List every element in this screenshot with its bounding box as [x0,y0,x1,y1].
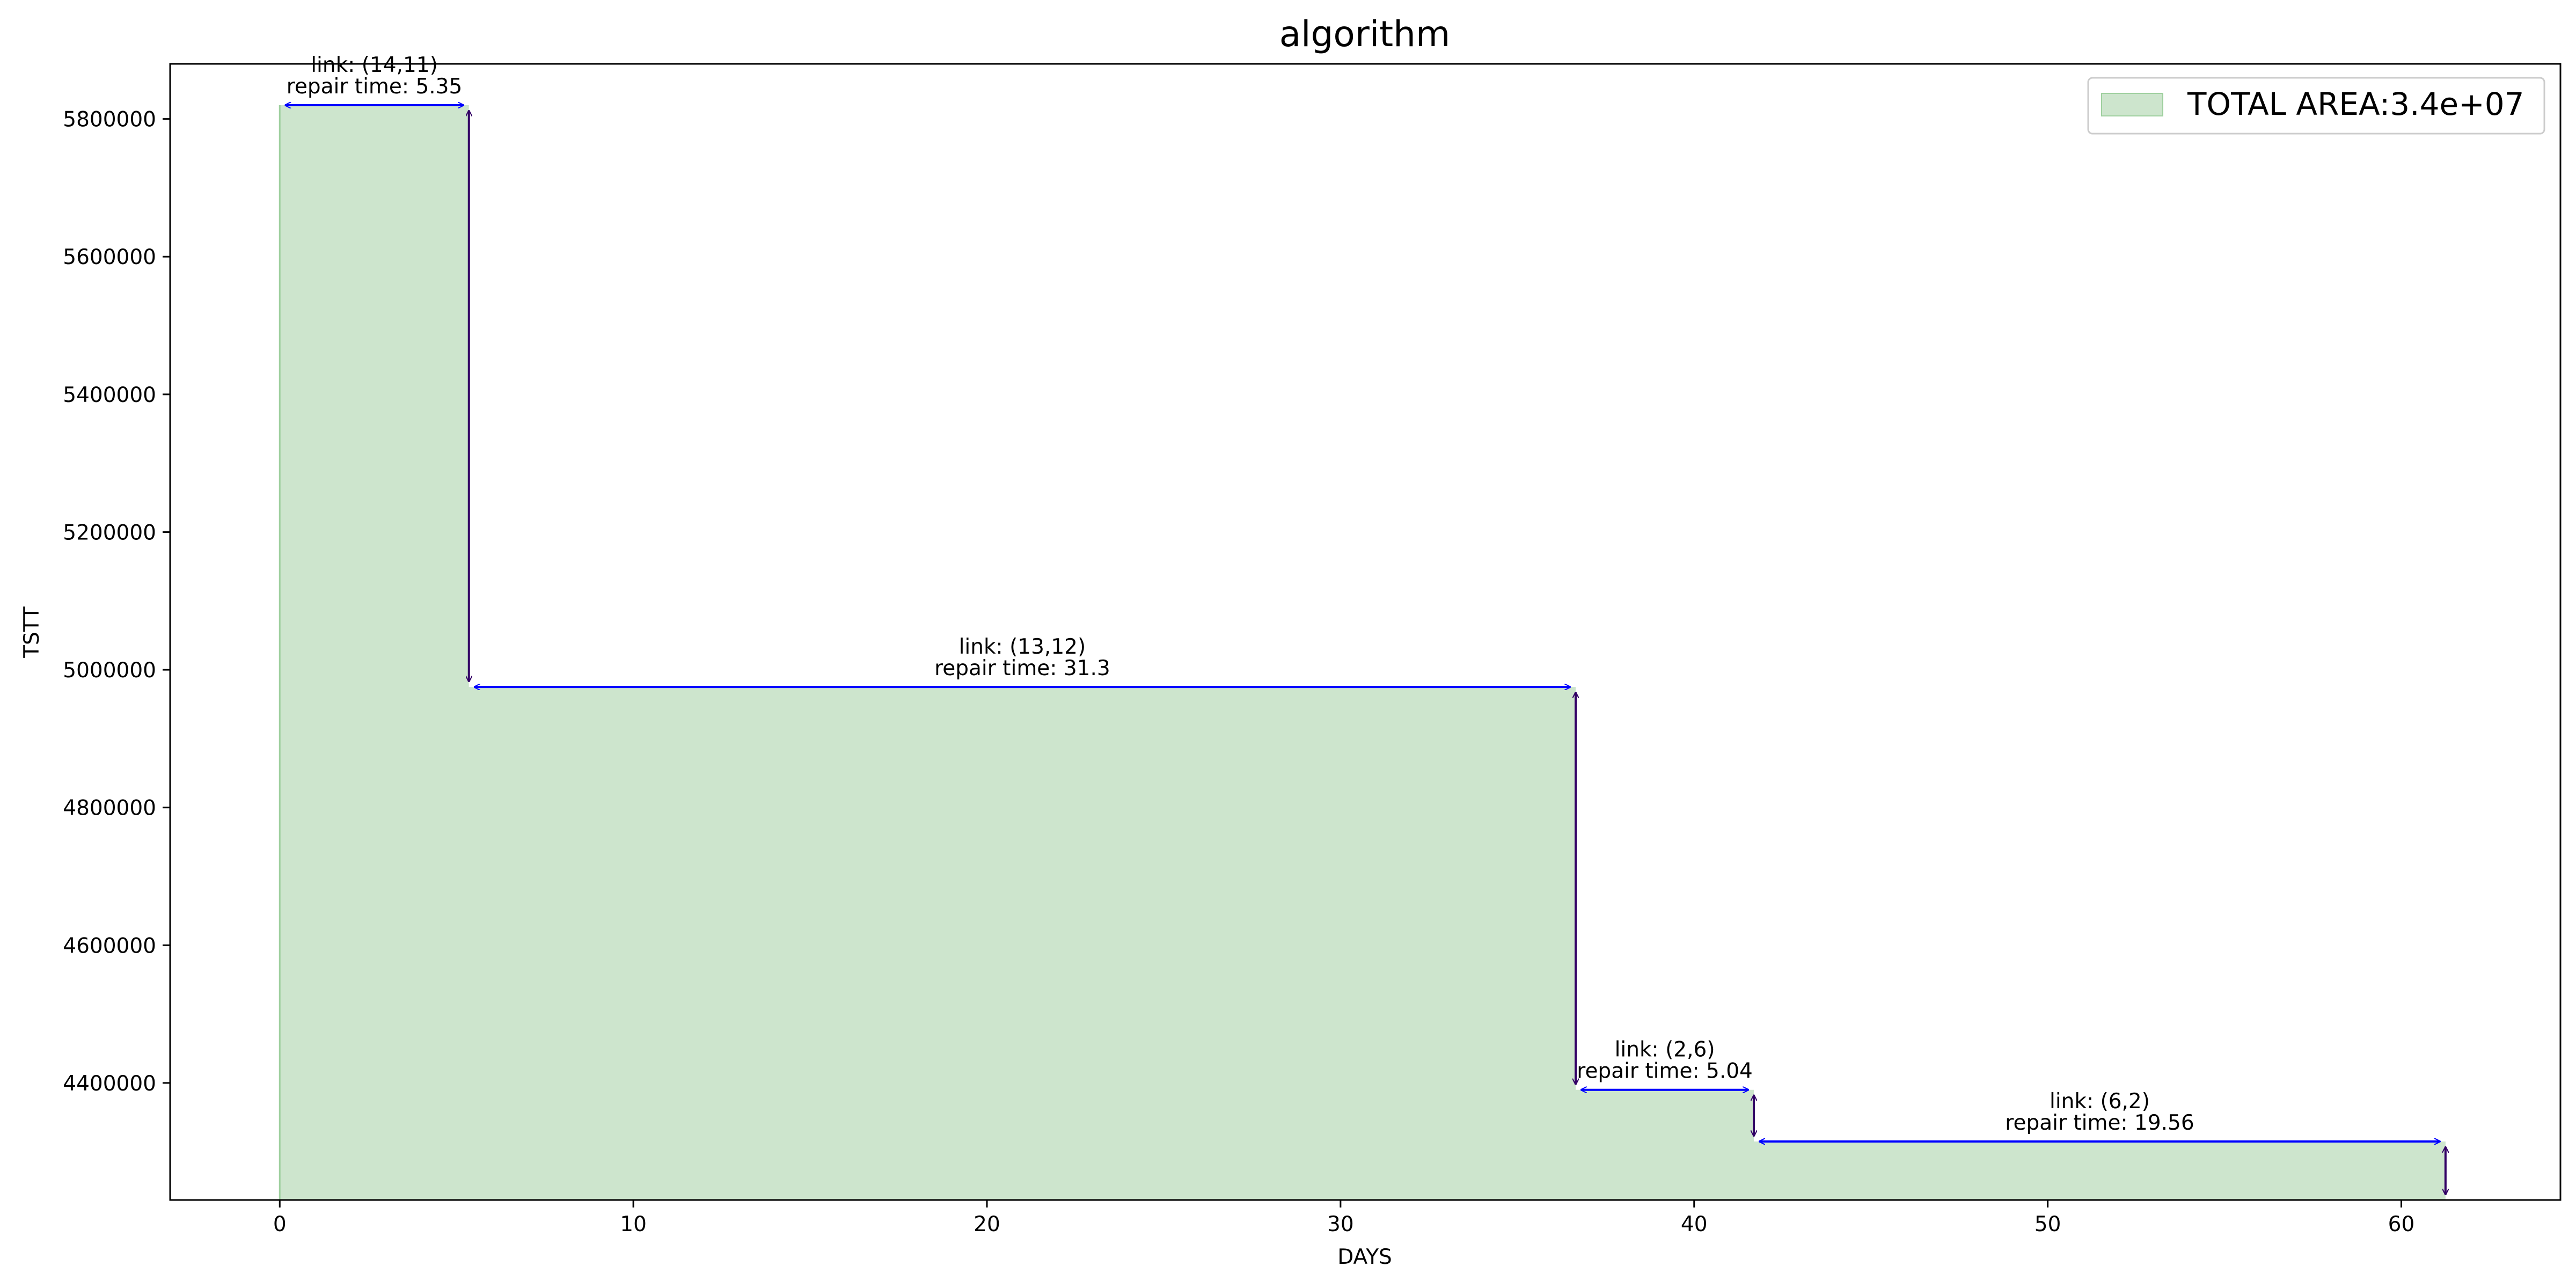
annotation-repair-label: repair time: 5.35 [287,75,463,99]
tstt-area [280,105,2446,1200]
plot-area [279,105,2446,1200]
annotation-repair-label: repair time: 31.3 [934,656,1110,680]
x-tick-label: 60 [2388,1212,2415,1236]
y-tick-label: 4400000 [63,1072,156,1096]
legend-label: TOTAL AREA:3.4e+07 [2187,86,2524,122]
legend-box [2087,77,2545,135]
x-tick-label: 20 [974,1212,1000,1236]
annotation-link-label: link: (13,12) [959,635,1086,659]
x-tick-label: 50 [2035,1212,2061,1236]
y-tick-label: 5200000 [63,521,156,545]
annotation-repair-label: repair time: 5.04 [1577,1059,1753,1084]
x-tick-label: 40 [1681,1212,1708,1236]
annotations: link: (14,11)repair time: 5.35 link: (13,… [285,53,2446,1195]
x-tick-label: 30 [1327,1212,1354,1236]
y-tick-label: 5400000 [63,383,156,407]
y-axis-label: TSTT [20,606,44,658]
y-tick-label: 4800000 [63,796,156,821]
x-tick-label: 0 [273,1212,287,1236]
x-axis: 0 10 20 30 40 50 60 [273,1200,2414,1236]
legend-swatch [2101,93,2163,116]
y-tick-label: 4600000 [63,934,156,958]
annotation-link-label: link: (2,6) [1615,1038,1715,1062]
y-tick-label: 5600000 [63,245,156,269]
x-tick-label: 10 [620,1212,647,1236]
legend: TOTAL AREA:3.4e+07 [2087,77,2545,135]
y-axis: 4400000 4600000 4800000 5000000 5200000 54000… [63,108,170,1096]
plot-frame [169,63,2562,1201]
chart-title: algorithm [1279,13,1451,55]
annotation-link-label: link: (14,11) [311,53,438,77]
y-tick-label: 5000000 [63,658,156,683]
annotation-repair-label: repair time: 19.56 [2005,1111,2194,1135]
annotation-link-label: link: (6,2) [2050,1089,2150,1114]
x-axis-label: DAYS [1337,1245,1392,1269]
y-tick-label: 5800000 [63,108,156,132]
